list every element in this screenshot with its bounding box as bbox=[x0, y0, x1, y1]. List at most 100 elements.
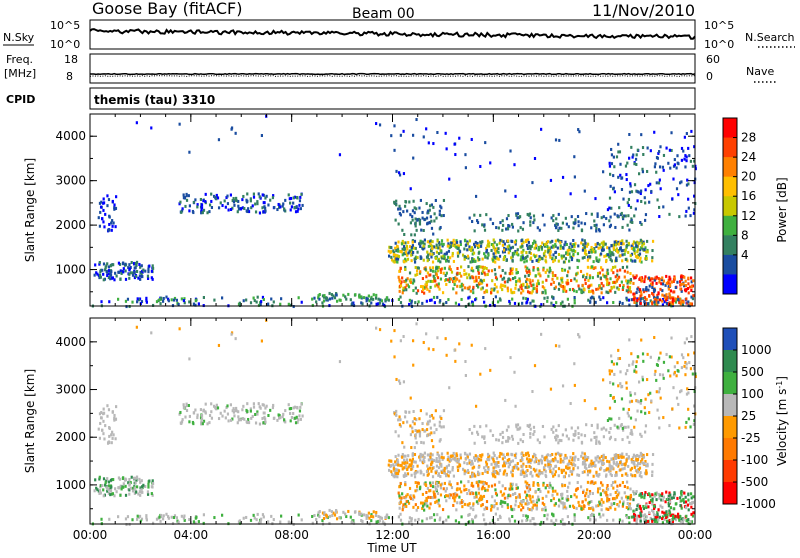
velocity-ylabel: Slant Range [km] bbox=[23, 369, 37, 473]
velocity-cell bbox=[674, 371, 676, 374]
power-cell bbox=[396, 261, 398, 264]
nave-tick-high: 60 bbox=[706, 53, 720, 66]
velocity-cell bbox=[573, 457, 575, 460]
velocity-cell bbox=[452, 457, 454, 460]
velocity-cell bbox=[655, 379, 657, 382]
power-cell bbox=[513, 163, 515, 166]
velocity-cell bbox=[420, 470, 422, 473]
velocity-cell bbox=[454, 360, 456, 363]
velocity-cell bbox=[210, 410, 212, 413]
power-cell bbox=[625, 245, 627, 248]
velocity-cell bbox=[656, 390, 658, 393]
velocity-cell bbox=[421, 422, 423, 425]
power-cell bbox=[520, 226, 522, 229]
power-cell bbox=[514, 302, 516, 305]
velocity-cell bbox=[621, 397, 623, 400]
velocity-colorbar-tick: -100 bbox=[741, 453, 768, 467]
velocity-cell bbox=[487, 489, 489, 492]
velocity-cell bbox=[501, 505, 503, 508]
velocity-cell bbox=[460, 490, 462, 493]
velocity-cell bbox=[416, 485, 418, 488]
power-cell bbox=[533, 214, 535, 217]
power-cell bbox=[573, 222, 575, 225]
velocity-cell bbox=[396, 475, 398, 478]
velocity-cell bbox=[450, 494, 452, 497]
power-cell bbox=[634, 242, 636, 245]
velocity-cell bbox=[412, 465, 414, 468]
velocity-cell bbox=[163, 514, 165, 517]
velocity-cell bbox=[254, 413, 256, 416]
velocity-cell bbox=[489, 429, 491, 432]
velocity-cell bbox=[392, 474, 394, 477]
power-cell bbox=[388, 299, 390, 302]
velocity-cell bbox=[533, 430, 535, 433]
power-cell bbox=[294, 206, 296, 209]
power-cell bbox=[421, 211, 423, 214]
velocity-cell bbox=[439, 438, 441, 441]
power-cell bbox=[448, 250, 450, 253]
velocity-cell bbox=[625, 472, 627, 475]
power-cell bbox=[580, 222, 582, 225]
velocity-cell bbox=[687, 504, 689, 507]
velocity-cell bbox=[202, 409, 204, 412]
power-cell bbox=[653, 131, 655, 134]
velocity-cell bbox=[491, 495, 493, 498]
velocity-cell bbox=[495, 502, 497, 505]
power-cell bbox=[647, 250, 649, 253]
power-cell bbox=[532, 221, 534, 224]
power-cell bbox=[546, 245, 548, 248]
velocity-cell bbox=[507, 506, 509, 509]
power-cell bbox=[633, 276, 635, 279]
velocity-cell bbox=[674, 365, 676, 368]
power-cell bbox=[423, 218, 425, 221]
power-cell bbox=[403, 172, 405, 175]
velocity-cell bbox=[665, 491, 667, 494]
velocity-cell bbox=[529, 519, 531, 522]
power-cell bbox=[390, 246, 392, 249]
power-cell bbox=[529, 302, 531, 305]
velocity-cell bbox=[283, 418, 285, 421]
velocity-cell bbox=[646, 453, 648, 456]
velocity-cell bbox=[551, 494, 553, 497]
velocity-cell bbox=[615, 491, 617, 494]
velocity-cell bbox=[582, 500, 584, 503]
power-cell bbox=[543, 297, 545, 300]
velocity-cell bbox=[404, 415, 406, 418]
power-cell bbox=[656, 198, 658, 201]
velocity-cell bbox=[629, 504, 631, 507]
velocity-cell bbox=[445, 474, 447, 477]
velocity-cell bbox=[608, 460, 610, 463]
velocity-cell bbox=[397, 454, 399, 457]
power-cell bbox=[479, 241, 481, 244]
velocity-cell bbox=[512, 438, 514, 441]
power-cell bbox=[103, 225, 105, 228]
velocity-cell bbox=[507, 503, 509, 506]
power-cell bbox=[114, 225, 116, 228]
power-cell bbox=[494, 261, 496, 264]
power-cell bbox=[114, 272, 116, 275]
velocity-cell bbox=[400, 339, 402, 342]
power-cell bbox=[578, 224, 580, 227]
power-cell bbox=[481, 240, 483, 243]
power-cell bbox=[188, 194, 190, 197]
velocity-cell bbox=[198, 520, 200, 523]
velocity-cell bbox=[628, 338, 630, 341]
velocity-cell bbox=[399, 513, 401, 516]
power-cell bbox=[580, 290, 582, 293]
power-cell bbox=[436, 251, 438, 254]
power-cell bbox=[680, 283, 682, 286]
power-cell bbox=[570, 192, 572, 195]
velocity-cell bbox=[171, 516, 173, 519]
velocity-cell bbox=[574, 493, 576, 496]
velocity-cell bbox=[494, 483, 496, 486]
velocity-cell bbox=[428, 458, 430, 461]
power-cell bbox=[541, 246, 543, 249]
power-cell bbox=[672, 178, 674, 181]
velocity-cell bbox=[453, 493, 455, 496]
velocity-cell bbox=[432, 496, 434, 499]
velocity-cell bbox=[447, 515, 449, 518]
velocity-cell bbox=[689, 425, 691, 428]
velocity-cell bbox=[688, 361, 690, 364]
power-cell bbox=[432, 206, 434, 209]
